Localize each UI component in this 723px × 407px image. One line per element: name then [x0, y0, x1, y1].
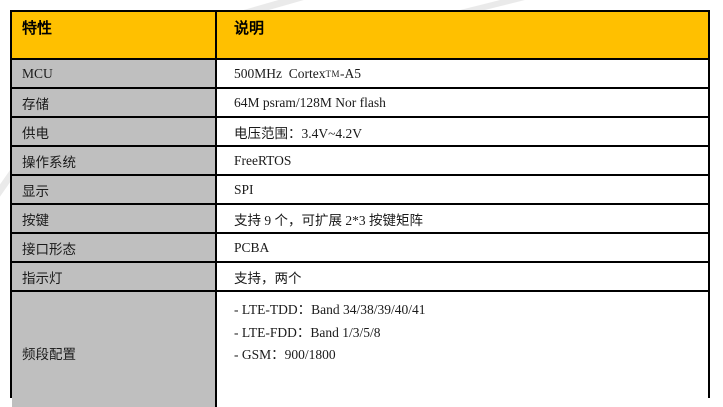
- feature-cell: 接口形态: [12, 234, 217, 261]
- description-cell: FreeRTOS: [217, 147, 708, 174]
- column-header-description: 说明: [217, 12, 708, 58]
- table-row-display: 显示 SPI: [12, 174, 708, 203]
- table-row-mcu: MCU 500MHz Cortex TM -A5: [12, 58, 708, 87]
- feature-cell: 供电: [12, 118, 217, 145]
- mcu-description-prefix: 500MHz Cortex: [234, 65, 326, 81]
- table-row-os: 操作系统 FreeRTOS: [12, 145, 708, 174]
- trademark-superscript: TM: [325, 68, 340, 79]
- feature-cell: 显示: [12, 176, 217, 203]
- feature-cell: MCU: [12, 60, 217, 87]
- description-cell: 支持 9 个，可扩展 2*3 按键矩阵: [217, 205, 708, 232]
- table-row-interface: 接口形态 PCBA: [12, 232, 708, 261]
- description-cell: 500MHz Cortex TM -A5: [217, 60, 708, 87]
- description-cell: 电压范围：3.4V~4.2V: [217, 118, 708, 145]
- table-row-keys: 按键 支持 9 个，可扩展 2*3 按键矩阵: [12, 203, 708, 232]
- column-header-feature: 特性: [12, 12, 217, 58]
- description-cell: 支持，两个: [217, 263, 708, 290]
- feature-cell: 存储: [12, 89, 217, 116]
- table-row-power: 供电 电压范围：3.4V~4.2V: [12, 116, 708, 145]
- description-cell: 64M psram/128M Nor flash: [217, 89, 708, 116]
- band-line-gsm: - GSM：900/1800: [234, 347, 336, 362]
- feature-cell: 操作系统: [12, 147, 217, 174]
- band-line-lte-fdd: - LTE-FDD：Band 1/3/5/8: [234, 324, 381, 340]
- table-row-indicator: 指示灯 支持，两个: [12, 261, 708, 290]
- description-cell: - LTE-TDD：Band 34/38/39/40/41 - LTE-FDD：…: [217, 292, 708, 407]
- table-header-row: 特性 说明: [12, 12, 708, 58]
- mcu-description-suffix: -A5: [340, 65, 361, 81]
- table-row-storage: 存储 64M psram/128M Nor flash: [12, 87, 708, 116]
- table-row-bands: 频段配置 - LTE-TDD：Band 34/38/39/40/41 - LTE…: [12, 290, 708, 407]
- feature-cell: 频段配置: [12, 292, 217, 407]
- feature-cell: 按键: [12, 205, 217, 232]
- band-line-lte-tdd: - LTE-TDD：Band 34/38/39/40/41: [234, 302, 426, 317]
- feature-cell: 指示灯: [12, 263, 217, 290]
- spec-table: 特性 说明 MCU 500MHz Cortex TM -A5 存储 64M psra…: [10, 10, 710, 407]
- description-cell: SPI: [217, 176, 708, 203]
- description-cell: PCBA: [217, 234, 708, 261]
